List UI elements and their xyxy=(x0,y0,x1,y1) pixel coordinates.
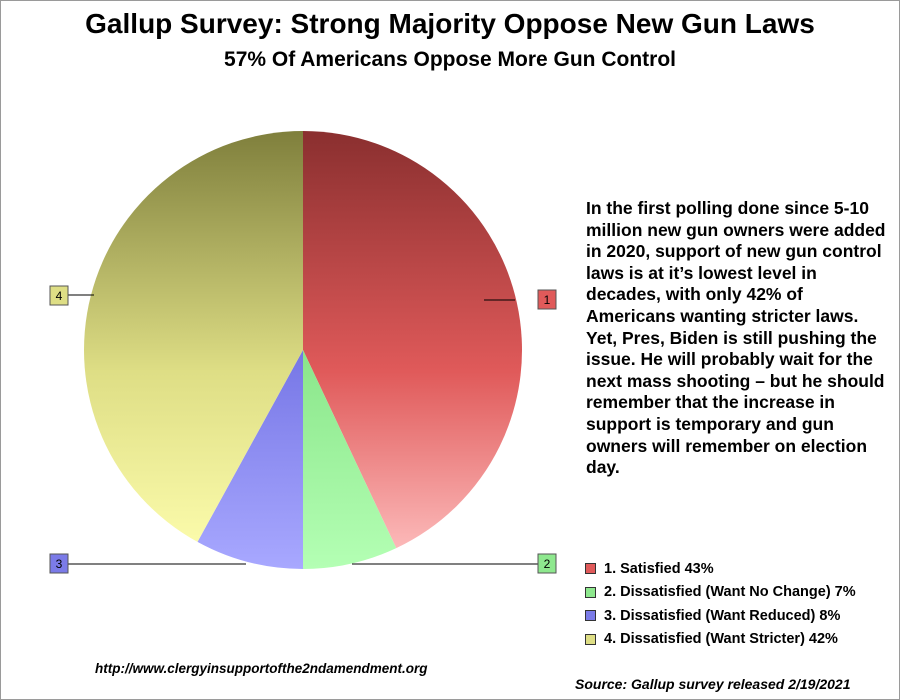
legend-swatch xyxy=(585,633,596,645)
source-note: Source: Gallup survey released 2/19/2021 xyxy=(575,676,851,692)
pie-slice-4 xyxy=(84,131,304,542)
pie-slice-1 xyxy=(303,131,522,549)
chart-title: Gallup Survey: Strong Majority Oppose Ne… xyxy=(85,8,815,39)
callout-box-2 xyxy=(537,553,557,574)
legend: 1. Satisfied 43% 2. Dissatisfied (Want No… xyxy=(585,557,856,651)
legend-label: 1. Satisfied 43% xyxy=(604,560,714,577)
legend-item-1: 1. Satisfied 43% xyxy=(585,557,856,581)
commentary-text: In the first polling done since 5-10 mil… xyxy=(586,198,886,478)
callout-label-4: 4 xyxy=(56,289,63,303)
callout-label-3: 3 xyxy=(56,557,63,571)
callout-label-2: 2 xyxy=(544,557,551,571)
callout-box-1 xyxy=(537,289,557,310)
legend-swatch xyxy=(585,586,596,598)
legend-item-3: 3. Dissatisfied (Want Reduced) 8% xyxy=(585,604,856,628)
pie-slice-3 xyxy=(197,350,303,569)
legend-item-2: 2. Dissatisfied (Want No Change) 7% xyxy=(585,581,856,605)
callout-box-3 xyxy=(49,553,69,574)
pie-slice-2 xyxy=(303,350,397,569)
legend-label: 2. Dissatisfied (Want No Change) 7% xyxy=(604,584,856,601)
website-url: http://www.clergyinsupportofthe2ndamendm… xyxy=(95,661,428,676)
legend-swatch xyxy=(585,610,596,622)
legend-swatch xyxy=(585,563,596,575)
callout-box-4 xyxy=(49,285,69,306)
legend-label: 3. Dissatisfied (Want Reduced) 8% xyxy=(604,607,841,624)
legend-item-4: 4. Dissatisfied (Want Stricter) 42% xyxy=(585,628,856,652)
legend-label: 4. Dissatisfied (Want Stricter) 42% xyxy=(604,631,838,648)
chart-subtitle: 57% Of Americans Oppose More Gun Control xyxy=(224,48,676,71)
callout-label-1: 1 xyxy=(544,293,551,307)
